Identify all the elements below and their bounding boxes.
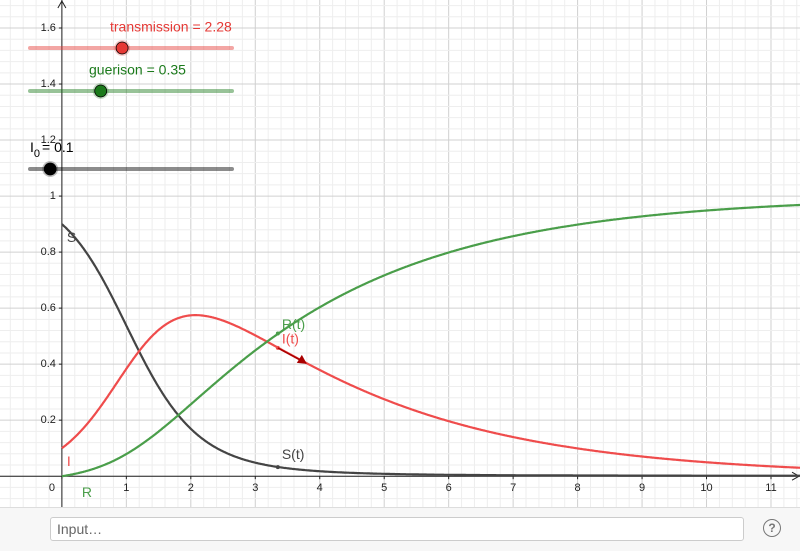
curve-point [275, 331, 280, 336]
curve [61, 203, 800, 478]
slider-value-label: = 0.1 [42, 139, 74, 155]
x-tick-label: 11 [765, 482, 776, 494]
curve [61, 223, 800, 477]
slider-knob[interactable] [115, 41, 129, 55]
slider[interactable] [28, 161, 234, 177]
slider-label: I0 = 0.1 [30, 139, 74, 160]
curve [61, 314, 800, 469]
x-tick-label: 1 [123, 482, 129, 494]
y-tick-label: 1 [50, 190, 56, 202]
curve-name: S [67, 229, 76, 245]
slider-knob[interactable] [43, 162, 57, 176]
x-tick-label: 10 [700, 482, 712, 494]
x-tick-label: 0 [49, 482, 55, 494]
graphics-view: 0 1 2 3 4 5 6 7 8 9 10 110.20.40.60.811.21.41.6SIRS… [0, 0, 800, 511]
y-tick-label: 0.6 [41, 302, 56, 314]
help-button[interactable]: ? [763, 519, 781, 537]
x-tick-label: 7 [510, 482, 516, 494]
slider-name: I [30, 139, 34, 155]
x-tick-label: 6 [446, 482, 452, 494]
input-field[interactable]: Input… [50, 517, 744, 541]
curve-name: R [82, 484, 92, 500]
y-axis-arrow [57, 0, 67, 9]
y-tick-label: 0.4 [41, 358, 56, 370]
curve-name: I [67, 453, 71, 469]
x-tick-label: 9 [639, 482, 645, 494]
y-tick-label: 1.2 [41, 134, 56, 146]
x-tick-label: 3 [252, 482, 258, 494]
x-tick-label: 4 [317, 482, 323, 494]
slider[interactable] [28, 83, 234, 99]
slider-label: guerison = 0.35 [89, 62, 186, 78]
point-label: R(t) [282, 316, 305, 332]
point-label: S(t) [282, 446, 305, 462]
slider-sub: 0 [34, 148, 40, 160]
y-tick-label: 0.2 [41, 414, 56, 426]
point-label: I(t) [282, 331, 299, 347]
slider-label: transmission = 2.28 [110, 19, 232, 35]
curve-point [275, 465, 280, 470]
y-tick-label: 1.6 [41, 22, 56, 34]
slider-knob[interactable] [94, 84, 108, 98]
slider[interactable] [28, 40, 234, 56]
input-bar: Input… ? [0, 507, 800, 551]
x-tick-label: 5 [381, 482, 387, 494]
y-tick-label: 1.4 [41, 78, 56, 90]
x-tick-label: 8 [575, 482, 581, 494]
x-tick-label: 2 [188, 482, 194, 494]
y-tick-label: 0.8 [41, 246, 56, 258]
tangent-arrow-head [296, 354, 307, 364]
